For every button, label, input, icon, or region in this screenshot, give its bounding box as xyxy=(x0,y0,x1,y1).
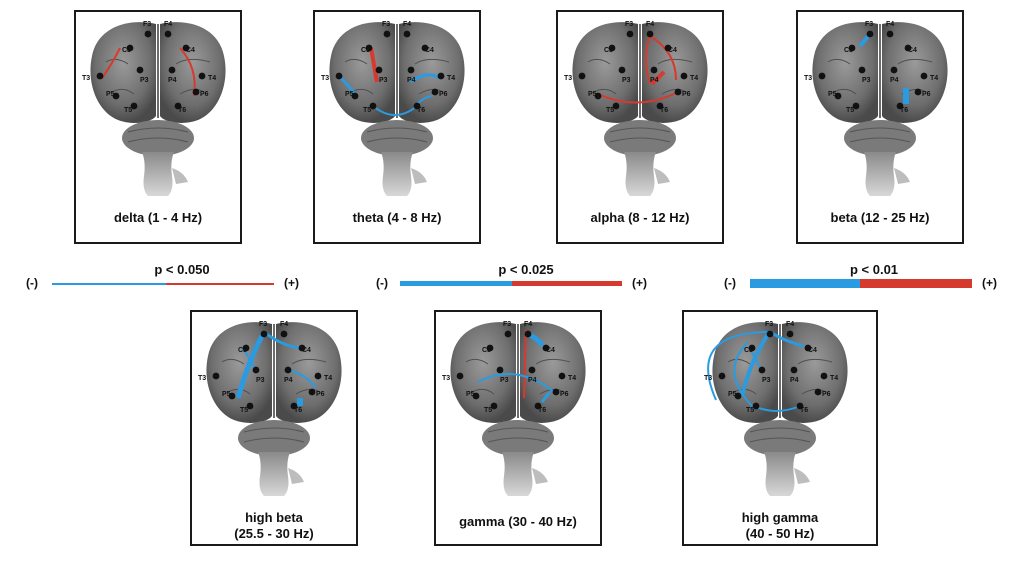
connection-f4-t6 xyxy=(523,329,527,399)
connection-c3-t5 xyxy=(733,341,755,409)
legend-p025: (-) p < 0.025 (+) xyxy=(374,262,664,296)
legend-neg-label: (-) xyxy=(26,276,38,290)
panel-beta: beta (12 - 25 Hz) xyxy=(796,10,964,244)
legend-neg-label: (-) xyxy=(724,276,736,290)
brain-image-beta xyxy=(804,21,949,197)
caption-high-gamma: high gamma (40 - 50 Hz) xyxy=(741,510,819,541)
connection-p5-p6 xyxy=(597,91,679,104)
panel-delta: delta (1 - 4 Hz) xyxy=(74,10,242,244)
legend-p-label: p < 0.01 xyxy=(849,262,899,277)
panel-gamma: gamma (30 - 40 Hz) xyxy=(434,310,602,546)
connection-t3-p5 xyxy=(339,76,357,95)
legend-pos-bar xyxy=(860,279,972,288)
legend-pos-bar xyxy=(166,283,274,285)
legend-p-label: p < 0.025 xyxy=(498,262,554,277)
brain-image-theta xyxy=(321,21,466,197)
brain-image-delta xyxy=(82,21,227,197)
legend-pos-label: (+) xyxy=(632,276,647,290)
brain-image-high-beta xyxy=(198,321,343,497)
panel-high-gamma: high gamma (40 - 50 Hz) xyxy=(682,310,878,546)
connection-f3-p5 xyxy=(235,330,267,399)
connection-f4-c4 xyxy=(649,35,677,81)
caption-alpha: alpha (8 - 12 Hz) xyxy=(590,210,690,225)
caption-high-beta: high beta (25.5 - 30 Hz) xyxy=(234,510,314,541)
panel-alpha: alpha (8 - 12 Hz) xyxy=(556,10,724,244)
legend-neg-bar xyxy=(52,283,166,285)
brain-image-alpha xyxy=(564,21,709,197)
legend-pos-label: (+) xyxy=(982,276,997,290)
connection-f3-p5 xyxy=(740,332,770,397)
connection-c3-p3 xyxy=(369,47,379,83)
legend-p-label: p < 0.050 xyxy=(154,262,210,277)
caption-delta: delta (1 - 4 Hz) xyxy=(113,210,203,225)
legend-neg-bar xyxy=(750,279,860,288)
connection-c3-t3 xyxy=(101,47,121,79)
legend-neg-bar xyxy=(400,281,512,286)
panel-theta: theta (4 - 8 Hz) xyxy=(313,10,481,244)
legend-neg-label: (-) xyxy=(376,276,388,290)
brain-image-gamma xyxy=(442,321,587,497)
legend-pos-label: (+) xyxy=(284,276,299,290)
caption-beta: beta (12 - 25 Hz) xyxy=(830,210,930,225)
connections-gamma xyxy=(477,329,555,403)
panel-high-beta: high beta (25.5 - 30 Hz) xyxy=(190,310,358,546)
connection-t6-p6 xyxy=(540,391,552,403)
brain-image-high-gamma xyxy=(704,321,849,497)
caption-gamma: gamma (30 - 40 Hz) xyxy=(459,514,577,529)
connection-t5-t6 xyxy=(372,105,418,116)
legend-p01: (-) p < 0.01 (+) xyxy=(722,262,1012,296)
connection-p5-p6 xyxy=(477,373,555,393)
caption-theta: theta (4 - 8 Hz) xyxy=(352,210,442,225)
connection-f4-p4 xyxy=(645,35,651,85)
legend-pos-bar xyxy=(512,281,622,286)
legend-p050: (-) p < 0.050 (+) xyxy=(24,262,314,296)
connection-f3-t3-outer xyxy=(707,331,771,401)
